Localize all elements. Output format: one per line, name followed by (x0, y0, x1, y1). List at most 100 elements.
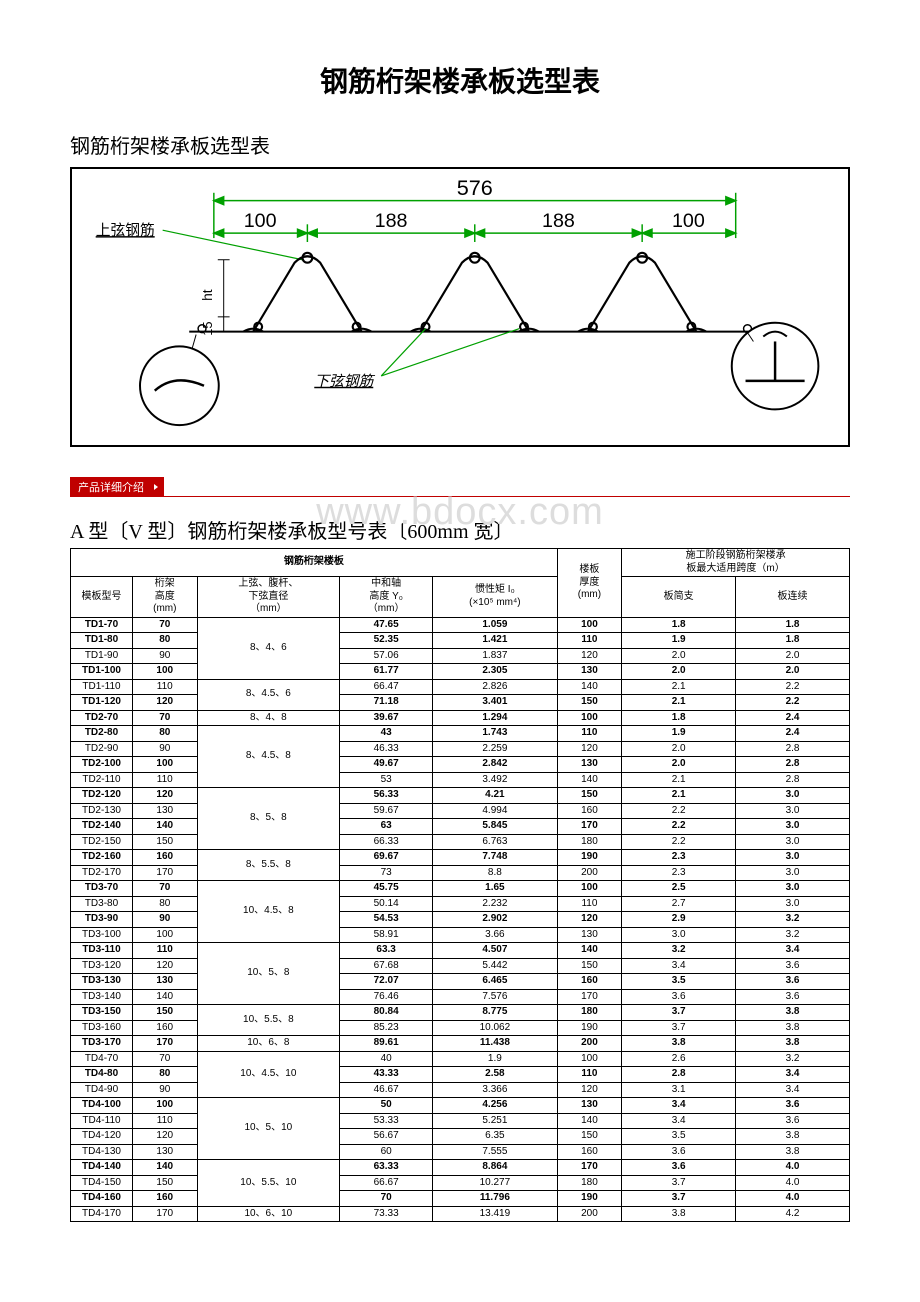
cell-thick: 170 (557, 819, 622, 835)
cell-cont: 3.6 (736, 974, 850, 990)
cell-height: 80 (133, 633, 198, 649)
cell-model: TD2-80 (71, 726, 133, 742)
th-top: 钢筋桁架楼板 (71, 549, 558, 577)
cell-height: 170 (133, 1206, 198, 1222)
cell-thick: 100 (557, 1051, 622, 1067)
cell-simple: 2.1 (622, 695, 736, 711)
cell-height: 120 (133, 958, 198, 974)
cell-model: TD2-170 (71, 865, 133, 881)
cell-i0: 1.421 (433, 633, 558, 649)
cell-diameter: 10、6、8 (197, 1036, 340, 1052)
cell-height: 170 (133, 1036, 198, 1052)
truss-diagram: 576 100 188 188 100 上弦钢筋 (70, 167, 850, 447)
dim-15: 15 (200, 322, 215, 336)
cell-y0: 59.67 (340, 803, 433, 819)
cell-cont: 3.8 (736, 1144, 850, 1160)
cell-model: TD3-150 (71, 1005, 133, 1021)
cell-thick: 150 (557, 788, 622, 804)
cell-i0: 6.465 (433, 974, 558, 990)
cell-i0: 3.366 (433, 1082, 558, 1098)
cell-height: 110 (133, 772, 198, 788)
cell-height: 130 (133, 803, 198, 819)
cell-height: 100 (133, 927, 198, 943)
cell-diameter: 10、5.5、10 (197, 1160, 340, 1207)
cell-model: TD3-130 (71, 974, 133, 990)
cell-height: 150 (133, 1005, 198, 1021)
cell-cont: 2.8 (736, 757, 850, 773)
cell-simple: 3.8 (622, 1206, 736, 1222)
table-row: TD2-170170738.82002.33.0 (71, 865, 850, 881)
table-row: TD3-16016085.2310.0621903.73.8 (71, 1020, 850, 1036)
table-row: TD2-70708、4、839.671.2941001.82.4 (71, 710, 850, 726)
th-model: 模板型号 (71, 577, 133, 618)
cell-thick: 150 (557, 958, 622, 974)
dim-100a: 100 (244, 210, 277, 232)
cell-diameter: 10、4.5、10 (197, 1051, 340, 1098)
table-row: TD4-14014010、5.5、1063.338.8641703.64.0 (71, 1160, 850, 1176)
table-row: TD4-12012056.676.351503.53.8 (71, 1129, 850, 1145)
cell-diameter: 8、4.5、8 (197, 726, 340, 788)
cell-i0: 2.842 (433, 757, 558, 773)
page-subtitle: 钢筋桁架楼承板选型表 (70, 130, 850, 159)
cell-simple: 3.7 (622, 1191, 736, 1207)
cell-i0: 1.9 (433, 1051, 558, 1067)
cell-thick: 190 (557, 1191, 622, 1207)
cell-cont: 2.2 (736, 695, 850, 711)
cell-simple: 3.4 (622, 1113, 736, 1129)
th-thick: 楼板厚度(mm) (557, 549, 622, 618)
cell-y0: 73 (340, 865, 433, 881)
cell-model: TD3-90 (71, 912, 133, 928)
cell-cont: 3.0 (736, 834, 850, 850)
cell-model: TD2-140 (71, 819, 133, 835)
cell-cont: 4.0 (736, 1160, 850, 1176)
table-row: TD1-70708、4、647.651.0591001.81.8 (71, 617, 850, 633)
cell-model: TD2-90 (71, 741, 133, 757)
cell-diameter: 10、5、10 (197, 1098, 340, 1160)
cell-height: 120 (133, 695, 198, 711)
cell-simple: 1.9 (622, 633, 736, 649)
cell-height: 160 (133, 1020, 198, 1036)
table-row: TD2-10010049.672.8421302.02.8 (71, 757, 850, 773)
cell-model: TD3-70 (71, 881, 133, 897)
cell-diameter: 8、4.5、6 (197, 679, 340, 710)
cell-model: TD4-150 (71, 1175, 133, 1191)
cell-i0: 1.294 (433, 710, 558, 726)
table-row: TD3-707010、4.5、845.751.651002.53.0 (71, 881, 850, 897)
cell-thick: 180 (557, 834, 622, 850)
cell-thick: 150 (557, 1129, 622, 1145)
top-chord-label: 上弦钢筋 (96, 222, 155, 239)
cell-thick: 140 (557, 679, 622, 695)
cell-y0: 76.46 (340, 989, 433, 1005)
table-row: TD1-10010061.772.3051302.02.0 (71, 664, 850, 680)
cell-y0: 73.33 (340, 1206, 433, 1222)
cell-simple: 3.5 (622, 1129, 736, 1145)
cell-cont: 4.0 (736, 1175, 850, 1191)
section-title: A 型〔V 型〕钢筋桁架楼承板型号表〔600mm 宽〕 (70, 515, 850, 544)
cell-i0: 11.438 (433, 1036, 558, 1052)
cell-cont: 3.4 (736, 1067, 850, 1083)
cell-height: 140 (133, 819, 198, 835)
cell-diameter: 8、4、8 (197, 710, 340, 726)
cell-cont: 1.8 (736, 617, 850, 633)
cell-simple: 2.3 (622, 850, 736, 866)
cell-y0: 49.67 (340, 757, 433, 773)
cell-i0: 2.259 (433, 741, 558, 757)
cell-height: 110 (133, 679, 198, 695)
cell-thick: 120 (557, 741, 622, 757)
cell-cont: 3.0 (736, 865, 850, 881)
cell-i0: 2.58 (433, 1067, 558, 1083)
cell-height: 70 (133, 617, 198, 633)
cell-height: 80 (133, 896, 198, 912)
cell-height: 160 (133, 1191, 198, 1207)
cell-height: 110 (133, 1113, 198, 1129)
cell-height: 70 (133, 881, 198, 897)
cell-y0: 43 (340, 726, 433, 742)
cell-y0: 72.07 (340, 974, 433, 990)
table-row: TD4-1601607011.7961903.74.0 (71, 1191, 850, 1207)
cell-height: 170 (133, 865, 198, 881)
cell-simple: 3.7 (622, 1020, 736, 1036)
th-y0: 中和轴高度 Y₀（mm） (340, 577, 433, 618)
cell-i0: 4.21 (433, 788, 558, 804)
cell-height: 90 (133, 741, 198, 757)
cell-thick: 100 (557, 710, 622, 726)
